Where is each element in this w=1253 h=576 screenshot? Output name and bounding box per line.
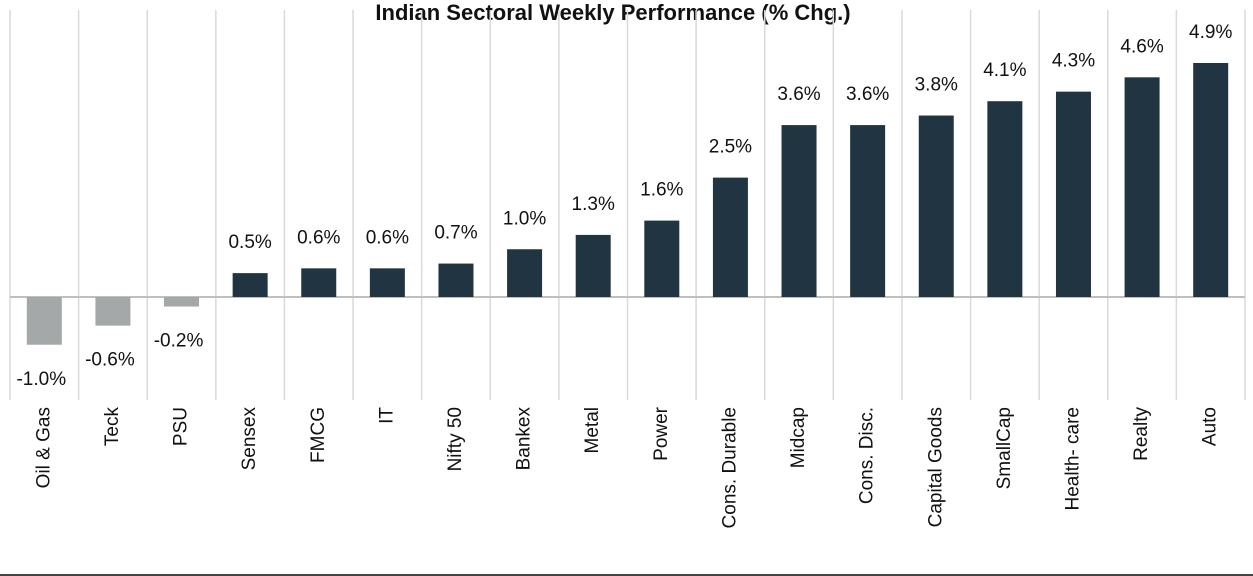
x-tick-label: Sensex bbox=[239, 407, 260, 471]
bar bbox=[1124, 77, 1160, 297]
bar bbox=[850, 125, 886, 297]
value-label: 1.6% bbox=[640, 180, 683, 201]
bar bbox=[164, 297, 200, 307]
x-tick-label: Auto bbox=[1200, 407, 1221, 446]
value-label: 0.7% bbox=[434, 223, 477, 244]
value-label: 4.1% bbox=[983, 60, 1026, 81]
value-label: 4.3% bbox=[1052, 51, 1095, 72]
value-label: 4.9% bbox=[1189, 22, 1232, 43]
x-tick-label: Cons. Durable bbox=[719, 407, 740, 528]
value-label: 0.6% bbox=[297, 227, 340, 248]
bar bbox=[1055, 91, 1091, 297]
bar bbox=[987, 101, 1023, 298]
bar bbox=[232, 273, 268, 297]
x-tick-label: Nifty 50 bbox=[445, 407, 466, 471]
bar bbox=[95, 297, 131, 326]
chart-title: Indian Sectoral Weekly Performance (% Ch… bbox=[375, 0, 850, 25]
value-label: 3.6% bbox=[777, 84, 820, 105]
x-tick-label: PSU bbox=[171, 407, 192, 446]
x-tick-label: IT bbox=[376, 407, 397, 424]
bar bbox=[507, 249, 543, 297]
x-tick-label: SmallCap bbox=[994, 407, 1015, 489]
bar bbox=[26, 297, 62, 345]
value-label: 1.3% bbox=[572, 194, 615, 215]
x-tick-label: Oil & Gas bbox=[33, 407, 54, 488]
x-tick-label: Bankex bbox=[514, 407, 535, 471]
bar bbox=[918, 115, 954, 297]
value-label: 2.5% bbox=[709, 137, 752, 158]
value-label: -1.0% bbox=[16, 369, 66, 390]
x-tick-label: Teck bbox=[102, 407, 123, 447]
bar bbox=[781, 125, 817, 297]
bar bbox=[712, 177, 748, 297]
bar bbox=[644, 220, 680, 297]
x-tick-label: Power bbox=[651, 406, 672, 461]
value-label: 4.6% bbox=[1120, 36, 1163, 57]
bar bbox=[301, 268, 337, 297]
value-label: 0.6% bbox=[366, 227, 409, 248]
x-tick-label: Cons. Disc. bbox=[857, 407, 878, 504]
x-tick-label: FMCG bbox=[308, 407, 329, 463]
value-label: -0.6% bbox=[85, 350, 135, 371]
x-tick-label: Capital Goods bbox=[925, 407, 946, 527]
x-tick-label: Midcap bbox=[788, 407, 809, 468]
bar bbox=[575, 234, 611, 297]
bar bbox=[1193, 63, 1229, 297]
value-label: 3.8% bbox=[915, 75, 958, 96]
value-label: -0.2% bbox=[154, 331, 204, 352]
value-label: 1.0% bbox=[503, 208, 546, 229]
value-label: 0.5% bbox=[228, 232, 271, 253]
x-tick-label: Health- care bbox=[1062, 407, 1083, 511]
bar bbox=[369, 268, 405, 297]
bar bbox=[438, 263, 474, 297]
x-tick-label: Realty bbox=[1131, 407, 1152, 461]
x-tick-label: Metal bbox=[582, 407, 603, 453]
value-label: 3.6% bbox=[846, 84, 889, 105]
